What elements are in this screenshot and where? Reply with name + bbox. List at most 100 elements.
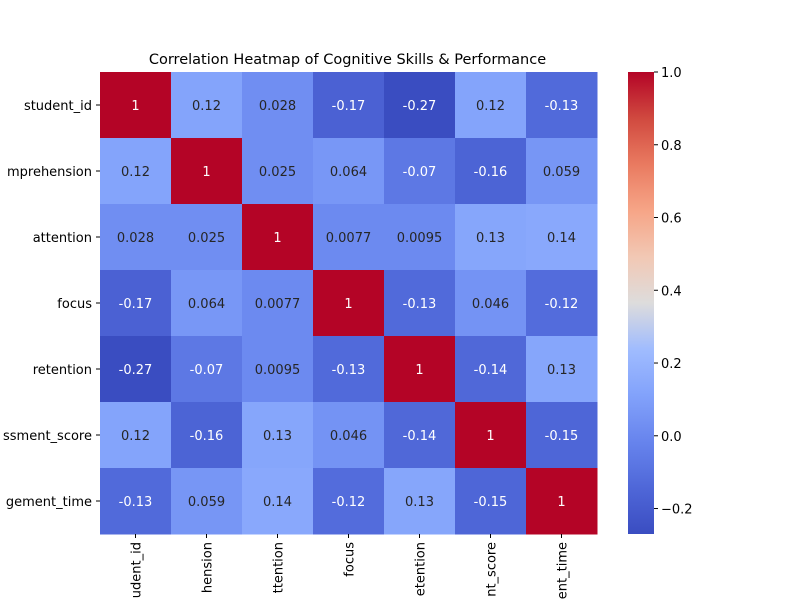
- heatmap-cell-6-1: [171, 468, 243, 535]
- heatmap-cell-5-0: [100, 402, 172, 469]
- x-tick-label-3: focus: [343, 542, 358, 577]
- colorbar-tick-label-5: 0.0: [661, 430, 682, 445]
- cell-annotation-5-6: -0.15: [545, 429, 579, 444]
- cell-annotation-3-6: -0.12: [545, 297, 579, 312]
- colorbar-tick-label-6: −0.2: [661, 503, 693, 518]
- cell-annotation-4-6: 0.13: [547, 363, 576, 378]
- cell-annotation-1-4: -0.07: [403, 165, 437, 180]
- heatmap-cell-1-3: [313, 138, 385, 205]
- cell-annotation-6-4: 0.13: [405, 495, 434, 510]
- cell-annotation-1-5: -0.16: [474, 165, 508, 180]
- heatmap-cell-1-4: [384, 138, 456, 205]
- colorbar-tick-label-3: 0.4: [661, 284, 682, 299]
- cell-annotation-1-2: 0.025: [259, 165, 296, 180]
- cell-annotation-4-4: 1: [415, 363, 423, 378]
- heatmap-cell-0-3: [313, 72, 385, 139]
- heatmap-cell-1-1: [171, 138, 243, 205]
- cell-annotation-1-1: 1: [202, 165, 210, 180]
- cell-annotation-6-6: 1: [557, 495, 565, 510]
- cell-annotation-6-0: -0.13: [119, 495, 153, 510]
- heatmap-cell-0-0: [100, 72, 172, 139]
- y-tick-label-3: focus: [57, 297, 92, 312]
- cell-annotation-3-3: 1: [344, 297, 352, 312]
- cell-annotation-5-2: 0.13: [263, 429, 292, 444]
- heatmap-cell-1-0: [100, 138, 172, 205]
- heatmap-cell-6-3: [313, 468, 385, 535]
- cell-annotation-1-6: 0.059: [543, 165, 580, 180]
- cell-annotation-0-4: -0.27: [403, 99, 437, 114]
- heatmap-cell-4-3: [313, 336, 385, 403]
- x-tick-label-0: udent_id: [130, 542, 145, 598]
- cell-annotation-4-2: 0.0095: [255, 363, 301, 378]
- heatmap-cell-5-4: [384, 402, 456, 469]
- cell-annotation-0-5: 0.12: [476, 99, 505, 114]
- heatmap-cell-1-2: [242, 138, 314, 205]
- cell-annotation-3-4: -0.13: [403, 297, 437, 312]
- heatmap-cell-6-0: [100, 468, 172, 535]
- heatmap-cell-4-6: [526, 336, 598, 403]
- colorbar-tick-label-2: 0.6: [661, 212, 682, 227]
- cell-annotation-5-0: 0.12: [121, 429, 150, 444]
- heatmap-cell-0-6: [526, 72, 598, 139]
- heatmap-cell-6-4: [384, 468, 456, 535]
- cell-annotation-0-0: 1: [131, 99, 139, 114]
- cell-annotation-4-0: -0.27: [119, 363, 153, 378]
- heatmap-cell-5-6: [526, 402, 598, 469]
- cell-annotation-0-3: -0.17: [332, 99, 366, 114]
- cell-annotation-2-3: 0.0077: [326, 231, 372, 246]
- heatmap-cell-4-5: [455, 336, 527, 403]
- cell-annotation-2-0: 0.028: [117, 231, 154, 246]
- heatmap-cell-6-2: [242, 468, 314, 535]
- heatmap-cell-2-4: [384, 204, 456, 271]
- cell-annotation-6-1: 0.059: [188, 495, 225, 510]
- cell-annotation-6-3: -0.12: [332, 495, 366, 510]
- heatmap-cell-2-0: [100, 204, 172, 271]
- cell-annotation-0-6: -0.13: [545, 99, 579, 114]
- cell-annotation-4-5: -0.14: [474, 363, 508, 378]
- colorbar-tick-label-0: 1.0: [661, 66, 682, 81]
- heatmap-cell-5-2: [242, 402, 314, 469]
- heatmap-cell-3-6: [526, 270, 598, 337]
- cell-annotation-1-3: 0.064: [330, 165, 367, 180]
- cell-annotation-0-2: 0.028: [259, 99, 296, 114]
- x-tick-label-1: hension: [201, 542, 216, 593]
- heatmap-cells: [100, 72, 598, 535]
- cell-annotation-4-3: -0.13: [332, 363, 366, 378]
- heatmap-cell-1-6: [526, 138, 598, 205]
- heatmap-cell-4-2: [242, 336, 314, 403]
- heatmap-cell-1-5: [455, 138, 527, 205]
- cell-annotation-3-1: 0.064: [188, 297, 225, 312]
- cell-annotation-2-2: 1: [273, 231, 281, 246]
- cell-annotation-2-4: 0.0095: [397, 231, 443, 246]
- heatmap-cell-3-3: [313, 270, 385, 337]
- heatmap-cell-4-0: [100, 336, 172, 403]
- heatmap-cell-2-6: [526, 204, 598, 271]
- heatmap-cell-4-1: [171, 336, 243, 403]
- heatmap-cell-6-5: [455, 468, 527, 535]
- cell-annotation-2-6: 0.14: [547, 231, 576, 246]
- heatmap-cell-3-0: [100, 270, 172, 337]
- heatmap-cell-5-5: [455, 402, 527, 469]
- cell-annotation-3-5: 0.046: [472, 297, 509, 312]
- heatmap-cell-3-4: [384, 270, 456, 337]
- cell-annotation-3-2: 0.0077: [255, 297, 301, 312]
- y-tick-label-1: mprehension: [7, 165, 92, 180]
- y-tick-label-2: attention: [33, 231, 92, 246]
- heatmap-cell-0-2: [242, 72, 314, 139]
- cell-annotation-5-4: -0.14: [403, 429, 437, 444]
- y-tick-label-6: gement_time: [6, 495, 92, 510]
- x-tick-label-6: ent_time: [556, 542, 571, 599]
- x-tick-label-2: ttention: [272, 542, 287, 593]
- cell-annotation-0-1: 0.12: [192, 99, 221, 114]
- cell-annotations: 1 0.12 0.028 -0.17 -0.27 0.12 -0.13 0.12 1 0.025 0…: [117, 99, 580, 510]
- cell-annotation-6-2: 0.14: [263, 495, 292, 510]
- colorbar-tick-label-4: 0.2: [661, 357, 682, 372]
- cell-annotation-5-1: -0.16: [190, 429, 224, 444]
- heatmap-cell-2-3: [313, 204, 385, 271]
- x-tick-label-4: etention: [414, 542, 429, 596]
- cell-annotation-6-5: -0.15: [474, 495, 508, 510]
- cell-annotation-3-0: -0.17: [119, 297, 153, 312]
- heatmap-cell-3-2: [242, 270, 314, 337]
